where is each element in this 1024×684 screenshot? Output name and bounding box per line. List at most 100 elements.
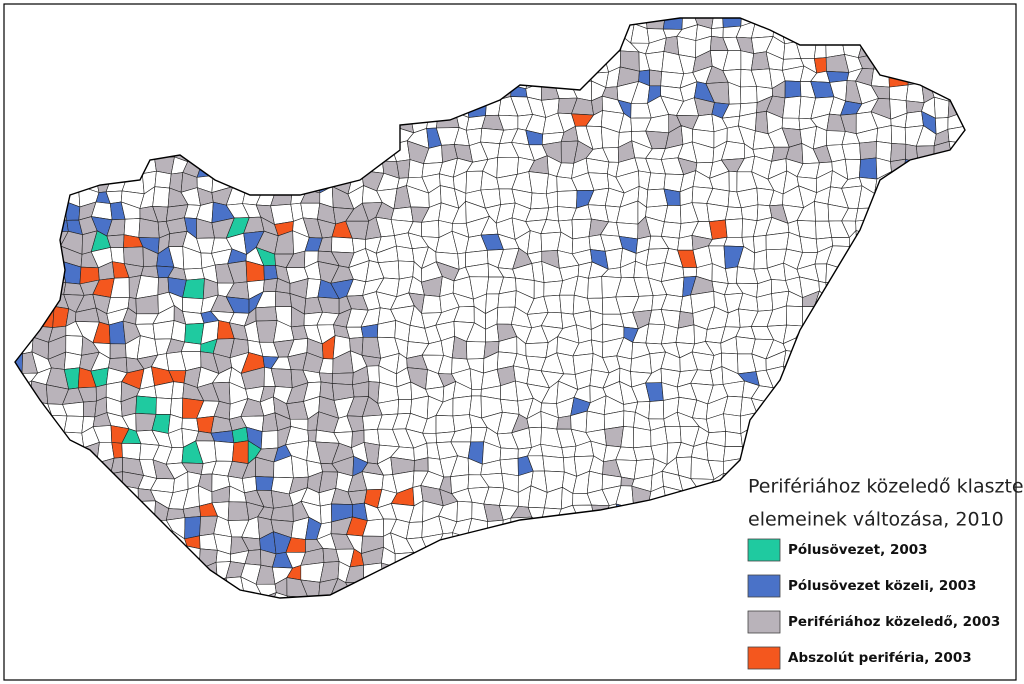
municipality (366, 365, 380, 383)
municipality (232, 440, 249, 465)
legend-label: Pólusövezet, 2003 (788, 542, 928, 558)
municipality (457, 252, 466, 270)
municipality (633, 445, 655, 461)
municipality (933, 96, 950, 119)
legend-swatch (747, 538, 781, 562)
municipality (255, 306, 278, 322)
municipality (263, 264, 278, 281)
municipality (723, 413, 742, 435)
municipality (530, 192, 550, 210)
municipality (728, 170, 738, 193)
legend-swatch (747, 610, 781, 634)
municipality (571, 218, 592, 240)
municipality (466, 341, 486, 360)
municipality (682, 267, 698, 278)
legend: Perifériához közeledő klaszter elemeinek… (738, 468, 1024, 674)
municipality (183, 267, 205, 281)
municipality (604, 247, 623, 270)
legend-label: Perifériához közeledő, 2003 (788, 614, 1000, 630)
municipality (121, 442, 142, 460)
municipality (435, 415, 456, 434)
municipality (650, 426, 668, 447)
municipality (214, 440, 235, 462)
municipality (604, 426, 624, 448)
municipality (647, 172, 666, 191)
municipality (155, 397, 172, 415)
municipality (227, 501, 250, 521)
municipality (397, 260, 415, 280)
municipality (469, 395, 482, 419)
municipality (587, 275, 603, 299)
municipality (740, 204, 759, 222)
municipality (556, 190, 578, 209)
legend-label: Abszolút periféria, 2003 (788, 650, 972, 666)
municipality (542, 455, 565, 473)
municipality (708, 219, 728, 240)
municipality (556, 415, 572, 430)
municipality (471, 388, 482, 397)
municipality (664, 426, 682, 444)
country-border (14, 17, 966, 599)
municipality (421, 294, 442, 314)
municipality (545, 173, 558, 195)
legend-label: Pólusövezet közeli, 2003 (788, 578, 976, 594)
municipality (182, 297, 204, 314)
municipality (135, 395, 157, 415)
municipality (814, 201, 830, 222)
municipality (270, 505, 294, 522)
municipality (660, 71, 685, 89)
municipality (171, 381, 185, 400)
municipality (262, 277, 278, 293)
municipality (110, 247, 125, 264)
municipality (154, 170, 172, 189)
municipality (525, 342, 549, 359)
municipality (533, 280, 545, 300)
municipality (396, 245, 415, 263)
municipality (184, 516, 201, 540)
legend-swatch (747, 646, 781, 670)
municipality (890, 125, 907, 145)
municipality (396, 159, 411, 179)
municipality (452, 395, 473, 417)
legend-background (738, 468, 1008, 674)
municipality (270, 203, 294, 225)
legend-swatch (747, 574, 781, 598)
municipality (765, 232, 790, 251)
municipality (831, 237, 850, 247)
municipality (585, 410, 605, 433)
municipality (63, 415, 84, 434)
municipality (319, 503, 332, 525)
municipality (813, 57, 827, 74)
municipality (740, 86, 758, 104)
municipality (559, 294, 575, 315)
municipality (706, 203, 729, 223)
municipality (649, 69, 663, 87)
municipality (345, 326, 364, 339)
municipality (753, 249, 768, 270)
municipality (844, 158, 861, 180)
municipality (876, 125, 893, 144)
municipality (421, 220, 440, 238)
municipality (724, 431, 743, 447)
municipality (859, 141, 877, 160)
municipality (255, 476, 274, 491)
municipality (152, 186, 170, 208)
municipality (83, 400, 97, 418)
municipality (109, 343, 127, 359)
municipality (260, 430, 279, 450)
municipality (723, 236, 744, 247)
municipality (561, 445, 577, 459)
municipality (784, 80, 802, 99)
municipality (799, 236, 818, 253)
municipality (785, 305, 803, 327)
municipality (499, 447, 519, 461)
municipality (182, 278, 205, 300)
municipality (725, 218, 743, 238)
municipality (63, 351, 82, 370)
municipality (331, 236, 355, 254)
municipality (406, 521, 423, 540)
municipality (528, 171, 549, 195)
municipality (904, 110, 924, 128)
